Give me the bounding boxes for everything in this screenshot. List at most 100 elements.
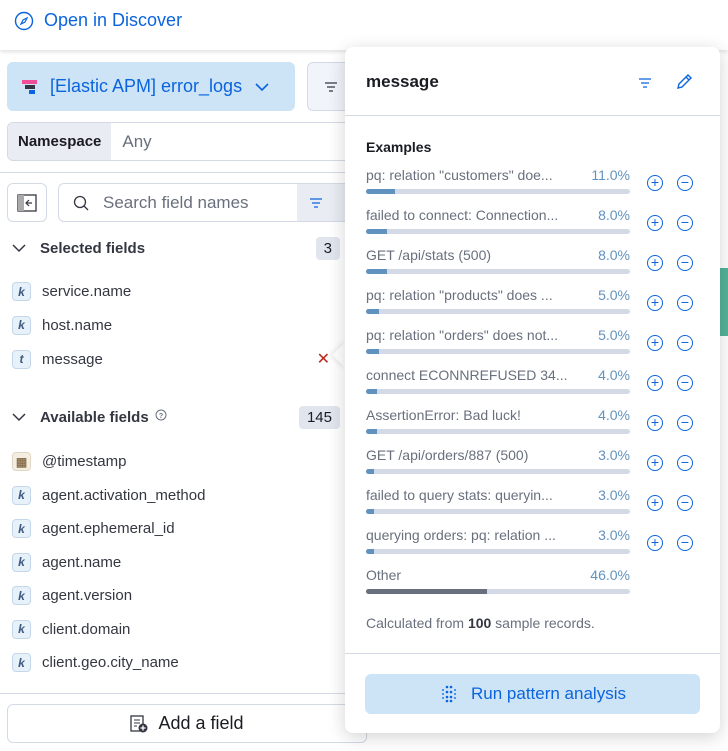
namespace-filter[interactable]: Namespace Any xyxy=(7,122,367,161)
example-label: Other xyxy=(366,567,402,583)
filter-out-value-icon[interactable]: − xyxy=(677,255,693,271)
search-field-names[interactable]: Search field names xyxy=(58,183,358,222)
filter-out-value-icon[interactable]: − xyxy=(677,335,693,351)
example-label: failed to query stats: queryin... xyxy=(366,487,553,503)
example-label: querying orders: pq: relation ... xyxy=(366,527,556,543)
field-item[interactable]: k agent.name xyxy=(12,552,342,572)
filter-out-value-icon[interactable]: − xyxy=(677,535,693,551)
search-icon xyxy=(73,195,89,210)
field-item[interactable]: k agent.ephemeral_id xyxy=(12,519,342,538)
filter-for-value-icon[interactable]: + xyxy=(647,535,663,551)
field-item[interactable]: k agent.activation_method xyxy=(12,485,342,505)
filter-out-value-icon[interactable]: − xyxy=(677,295,693,311)
example-bar xyxy=(366,309,630,314)
example-label: pq: relation "products" does ... xyxy=(366,287,553,303)
keyword-type-icon: k xyxy=(12,282,31,301)
field-item[interactable]: k service.name xyxy=(12,282,342,301)
remove-field-icon[interactable]: ✕ xyxy=(316,351,330,368)
filter-icon xyxy=(325,82,337,92)
filter-out-value-icon[interactable]: − xyxy=(677,375,693,391)
example-percent: 4.0% xyxy=(598,407,630,423)
field-item[interactable]: k host.name xyxy=(12,315,342,335)
other-row: Other 46.0% xyxy=(366,567,630,594)
example-label: GET /api/orders/887 (500) xyxy=(366,447,529,463)
filter-out-value-icon[interactable]: − xyxy=(677,175,693,191)
compass-icon xyxy=(14,11,34,30)
pencil-icon[interactable] xyxy=(675,73,693,91)
filter-for-value-icon[interactable]: + xyxy=(647,415,663,431)
svg-text:?: ? xyxy=(159,413,163,420)
filter-for-value-icon[interactable]: + xyxy=(647,295,663,311)
keyword-type-icon: k xyxy=(12,619,31,639)
filter-icon[interactable] xyxy=(638,78,652,88)
example-label: failed to connect: Connection... xyxy=(366,207,559,223)
example-bar-fill xyxy=(366,229,388,234)
footnote-post: sample records. xyxy=(491,615,595,631)
open-in-discover-link[interactable]: Open in Discover xyxy=(14,10,182,31)
filter-for-value-icon[interactable]: + xyxy=(647,455,663,471)
example-row: querying orders: pq: relation ... 3.0% xyxy=(366,527,630,554)
chevron-down-icon xyxy=(255,82,269,91)
run-pattern-analysis-button[interactable]: Run pattern analysis xyxy=(365,674,700,714)
data-view-icon xyxy=(22,79,37,94)
example-bar xyxy=(366,269,630,274)
example-percent: 3.0% xyxy=(598,447,630,463)
filter-for-value-icon[interactable]: + xyxy=(647,335,663,351)
filter-for-value-icon[interactable]: + xyxy=(647,495,663,511)
example-percent: 46.0% xyxy=(590,567,630,583)
filter-out-value-icon[interactable]: − xyxy=(677,495,693,511)
namespace-value: Any xyxy=(122,131,152,151)
divider xyxy=(0,172,345,173)
data-view-label: [Elastic APM] error_logs xyxy=(50,76,243,96)
field-item[interactable]: k client.domain xyxy=(12,619,342,639)
example-row: failed to connect: Connection... 8.0% xyxy=(366,207,630,234)
divider xyxy=(0,693,345,694)
examples-title: Examples xyxy=(366,139,432,155)
collapse-sidebar-button[interactable] xyxy=(7,183,47,222)
run-pattern-analysis-label: Run pattern analysis xyxy=(471,684,626,703)
example-bar xyxy=(366,189,630,194)
selected-fields-header[interactable]: Selected fields 3 xyxy=(12,237,340,260)
filter-for-value-icon[interactable]: + xyxy=(647,255,663,271)
available-fields-header[interactable]: Available fields ? 145 xyxy=(12,406,340,429)
example-label: pq: relation "orders" does not... xyxy=(366,327,559,343)
popover-title: message xyxy=(366,72,439,91)
add-field-button[interactable]: Add a field xyxy=(7,704,367,743)
example-row: pq: relation "products" does ... 5.0% xyxy=(366,287,630,314)
filter-for-value-icon[interactable]: + xyxy=(647,215,663,231)
example-bar-fill xyxy=(366,349,380,354)
example-bar xyxy=(366,549,630,554)
filter-out-value-icon[interactable]: − xyxy=(677,455,693,471)
sample-count: 100 xyxy=(467,615,492,631)
field-item[interactable]: k client.geo.city_name xyxy=(12,653,342,672)
field-name: host.name xyxy=(42,316,113,334)
field-item[interactable]: t message ✕ xyxy=(12,349,342,369)
search-input[interactable]: Search field names xyxy=(103,192,249,212)
field-popover: message Examples pq: relation "customers… xyxy=(345,47,720,733)
filter-out-value-icon[interactable]: − xyxy=(677,415,693,431)
field-name: service.name xyxy=(42,283,132,300)
example-row: pq: relation "customers" doe... 11.0% xyxy=(366,167,630,194)
example-row: AssertionError: Bad luck! 4.0% xyxy=(366,407,630,434)
field-item[interactable]: ▦ @timestamp xyxy=(12,452,342,471)
example-percent: 5.0% xyxy=(598,287,630,303)
keyword-type-icon: k xyxy=(12,653,31,672)
keyword-type-icon: k xyxy=(12,586,31,605)
filter-for-value-icon[interactable]: + xyxy=(647,375,663,391)
footnote-pre: Calculated from xyxy=(366,615,468,631)
sample-footnote: Calculated from 100 sample records. xyxy=(366,615,595,631)
selected-count-badge: 3 xyxy=(315,237,340,260)
filter-out-value-icon[interactable]: − xyxy=(677,215,693,231)
filter-for-value-icon[interactable]: + xyxy=(647,175,663,191)
date-type-icon: ▦ xyxy=(12,452,31,471)
example-row: GET /api/stats (500) 8.0% xyxy=(366,247,630,274)
help-icon: ? xyxy=(155,409,167,420)
example-percent: 3.0% xyxy=(598,527,630,543)
field-name: agent.ephemeral_id xyxy=(42,520,175,537)
field-name: agent.version xyxy=(42,587,133,604)
available-count-badge: 145 xyxy=(298,406,340,429)
example-bar-fill xyxy=(366,589,488,594)
field-name: client.domain xyxy=(42,620,131,638)
data-view-selector[interactable]: [Elastic APM] error_logs xyxy=(7,62,295,111)
field-item[interactable]: k agent.version xyxy=(12,586,342,605)
